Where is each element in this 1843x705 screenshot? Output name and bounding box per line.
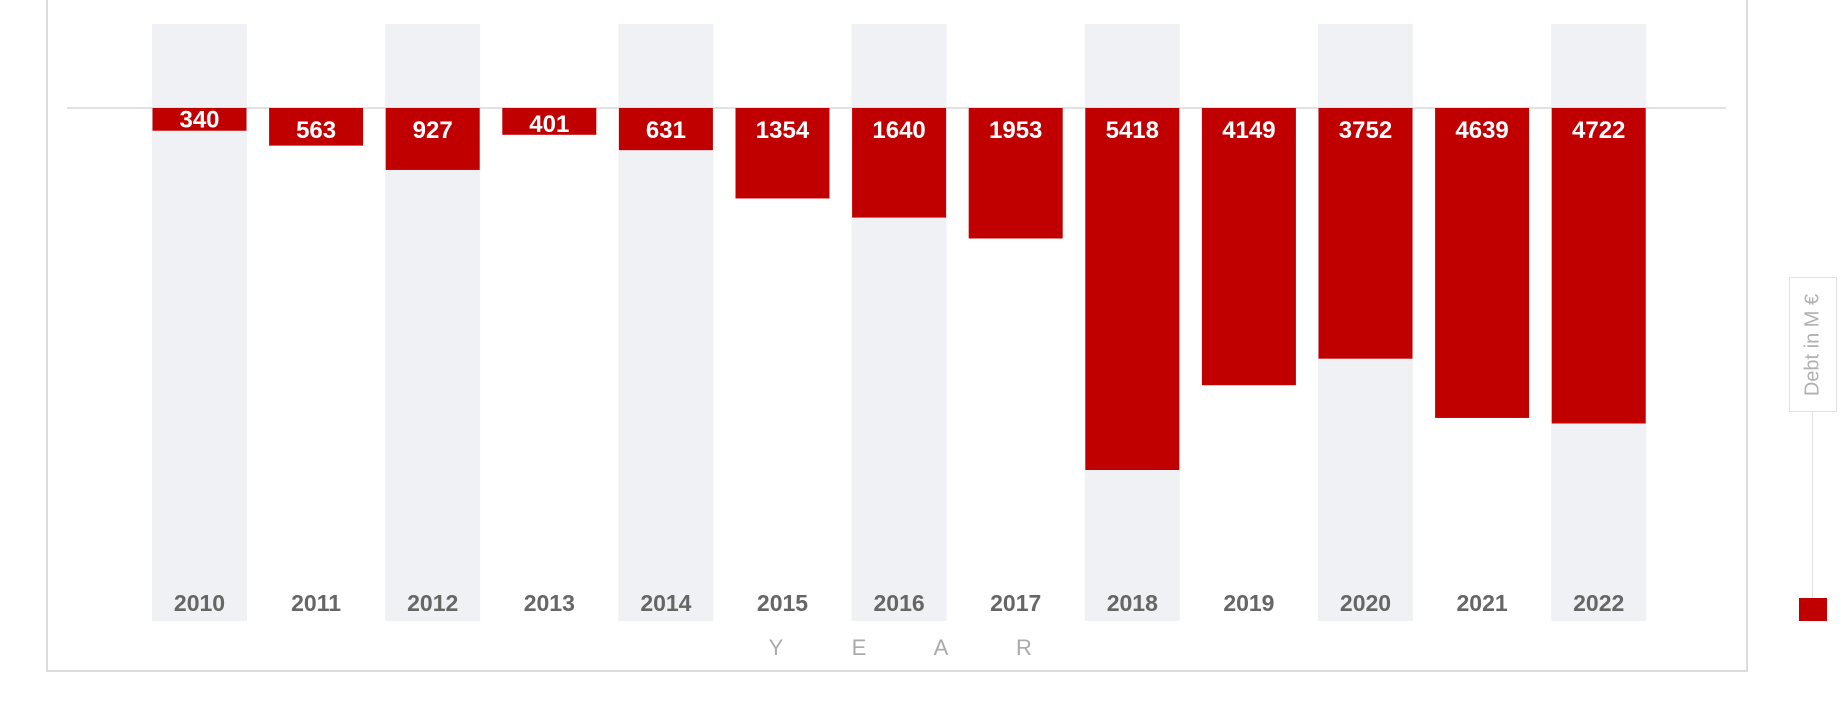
category-tick-label: 2011: [291, 590, 341, 616]
category-tick-label: 2016: [874, 590, 925, 616]
x-axis-title-letter: Y: [769, 635, 784, 660]
bar-data-label: 1354: [756, 117, 810, 144]
bar[interactable]: [1085, 108, 1180, 470]
category-tick-label: 2017: [990, 590, 1041, 616]
x-axis-title-letter: R: [1016, 635, 1032, 660]
category-labels: 2010 2011 2012 2013 2014 2015 2016 2017 2018 2019…: [174, 590, 1624, 616]
bar-data-label: 1640: [872, 117, 925, 144]
bar[interactable]: [269, 108, 364, 146]
bar-data-label: 4722: [1572, 117, 1625, 144]
bar-data-label: 927: [413, 117, 453, 144]
bar-data-label: 5418: [1106, 117, 1159, 144]
x-axis-title-letter: E: [852, 635, 867, 660]
bar[interactable]: [852, 108, 947, 218]
bar[interactable]: [1435, 108, 1530, 418]
legend-swatch: [1799, 598, 1827, 621]
legend-title: Debt in M €: [1801, 293, 1824, 396]
category-tick-label: 2015: [757, 590, 808, 616]
bar[interactable]: [502, 108, 597, 135]
category-tick-label: 2013: [524, 590, 575, 616]
bar-data-label: 340: [179, 107, 219, 134]
legend-connector: [1812, 412, 1813, 598]
bar[interactable]: [1551, 108, 1646, 424]
category-tick-label: 2020: [1340, 590, 1391, 616]
bar-data-label: 631: [646, 117, 686, 144]
legend-box[interactable]: Debt in M €: [1789, 277, 1837, 412]
category-tick-label: 2014: [640, 590, 691, 616]
bar[interactable]: [968, 108, 1063, 239]
category-tick-label: 2012: [407, 590, 458, 616]
bar[interactable]: [385, 108, 480, 170]
bar-data-label: 3752: [1339, 117, 1392, 144]
category-tick-label: 2010: [174, 590, 225, 616]
bar[interactable]: [618, 108, 713, 151]
bar-data-label: 4639: [1455, 117, 1508, 144]
bar[interactable]: [735, 108, 830, 199]
x-axis-title-letter: A: [934, 635, 949, 660]
bars: [152, 108, 1646, 470]
category-tick-label: 2019: [1223, 590, 1274, 616]
category-tick-label: 2018: [1107, 590, 1158, 616]
bar-data-label: 1953: [989, 117, 1042, 144]
bar[interactable]: [1318, 108, 1413, 359]
category-tick-label: 2021: [1457, 590, 1508, 616]
bar-data-label: 563: [296, 117, 336, 144]
category-tick-label: 2022: [1573, 590, 1624, 616]
bar[interactable]: [152, 108, 247, 131]
bar[interactable]: [1201, 108, 1296, 386]
bar-data-label: 4149: [1222, 117, 1275, 144]
data-labels: 340 563 927 401 631 1354 1640 1953 5418 4149 3752 4…: [179, 107, 1625, 144]
bar-data-label: 401: [529, 111, 569, 138]
